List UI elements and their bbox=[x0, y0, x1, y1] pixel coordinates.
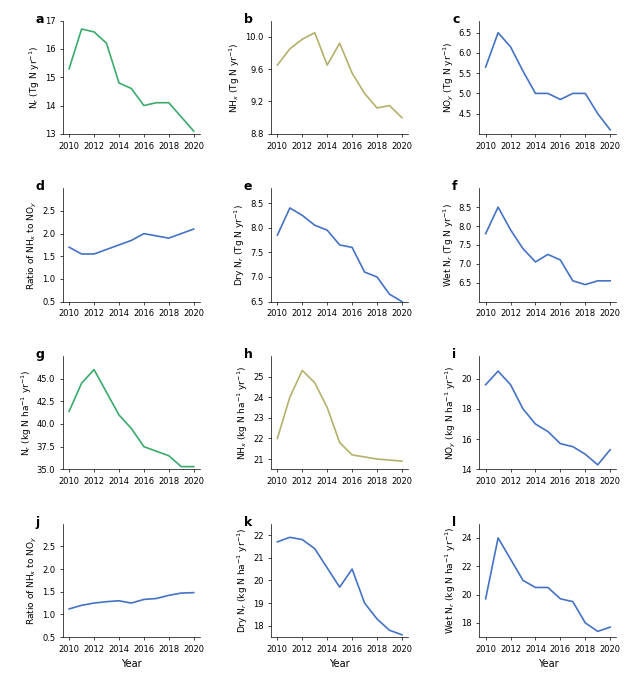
Y-axis label: Wet N$_r$ (Tg N yr$^{-1}$): Wet N$_r$ (Tg N yr$^{-1}$) bbox=[442, 203, 456, 287]
Text: i: i bbox=[452, 348, 456, 361]
Y-axis label: Wet N$_r$ (kg N ha$^{-1}$ yr$^{-1}$): Wet N$_r$ (kg N ha$^{-1}$ yr$^{-1}$) bbox=[444, 527, 459, 634]
Text: h: h bbox=[244, 348, 253, 361]
Text: c: c bbox=[452, 12, 459, 25]
Y-axis label: N$_r$ (Tg N yr$^{-1}$): N$_r$ (Tg N yr$^{-1}$) bbox=[28, 46, 42, 109]
Y-axis label: N$_r$ (kg N ha$^{-1}$ yr$^{-1}$): N$_r$ (kg N ha$^{-1}$ yr$^{-1}$) bbox=[19, 369, 34, 456]
Y-axis label: NO$_y$ (Tg N yr$^{-1}$): NO$_y$ (Tg N yr$^{-1}$) bbox=[441, 42, 456, 113]
X-axis label: Year: Year bbox=[330, 659, 350, 669]
Text: a: a bbox=[35, 12, 44, 25]
Text: j: j bbox=[35, 516, 40, 529]
Text: d: d bbox=[35, 180, 45, 193]
Text: k: k bbox=[244, 516, 252, 529]
Text: e: e bbox=[244, 180, 252, 193]
Text: b: b bbox=[244, 12, 253, 25]
Text: g: g bbox=[35, 348, 45, 361]
Y-axis label: NH$_x$ (kg N ha$^{-1}$ yr$^{-1}$): NH$_x$ (kg N ha$^{-1}$ yr$^{-1}$) bbox=[236, 366, 250, 460]
X-axis label: Year: Year bbox=[538, 659, 558, 669]
Text: f: f bbox=[452, 180, 457, 193]
Y-axis label: Ratio of NH$_x$ to NO$_y$: Ratio of NH$_x$ to NO$_y$ bbox=[26, 536, 40, 625]
Y-axis label: Dry N$_r$ (Tg N yr$^{-1}$): Dry N$_r$ (Tg N yr$^{-1}$) bbox=[233, 204, 247, 286]
Y-axis label: Dry N$_r$ (kg N ha$^{-1}$ yr$^{-1}$): Dry N$_r$ (kg N ha$^{-1}$ yr$^{-1}$) bbox=[236, 527, 250, 633]
Y-axis label: NO$_y$ (kg N ha$^{-1}$ yr$^{-1}$): NO$_y$ (kg N ha$^{-1}$ yr$^{-1}$) bbox=[444, 365, 459, 460]
X-axis label: Year: Year bbox=[121, 659, 142, 669]
Y-axis label: NH$_x$ (Tg N yr$^{-1}$): NH$_x$ (Tg N yr$^{-1}$) bbox=[228, 42, 242, 112]
Y-axis label: Ratio of NH$_x$ to NO$_y$: Ratio of NH$_x$ to NO$_y$ bbox=[26, 200, 40, 290]
Text: l: l bbox=[452, 516, 456, 529]
